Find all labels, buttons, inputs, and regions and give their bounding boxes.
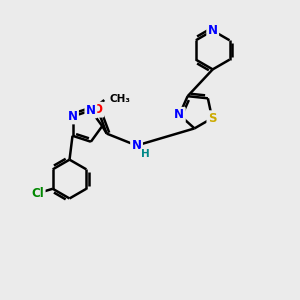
Text: H: H: [140, 149, 149, 159]
Text: O: O: [93, 103, 103, 116]
Text: N: N: [86, 104, 96, 117]
Text: CH₃: CH₃: [110, 94, 131, 103]
Text: N: N: [68, 110, 77, 123]
Text: S: S: [208, 112, 216, 125]
Text: N: N: [132, 139, 142, 152]
Text: N: N: [174, 108, 184, 121]
Text: Cl: Cl: [32, 187, 44, 200]
Text: N: N: [208, 24, 218, 37]
